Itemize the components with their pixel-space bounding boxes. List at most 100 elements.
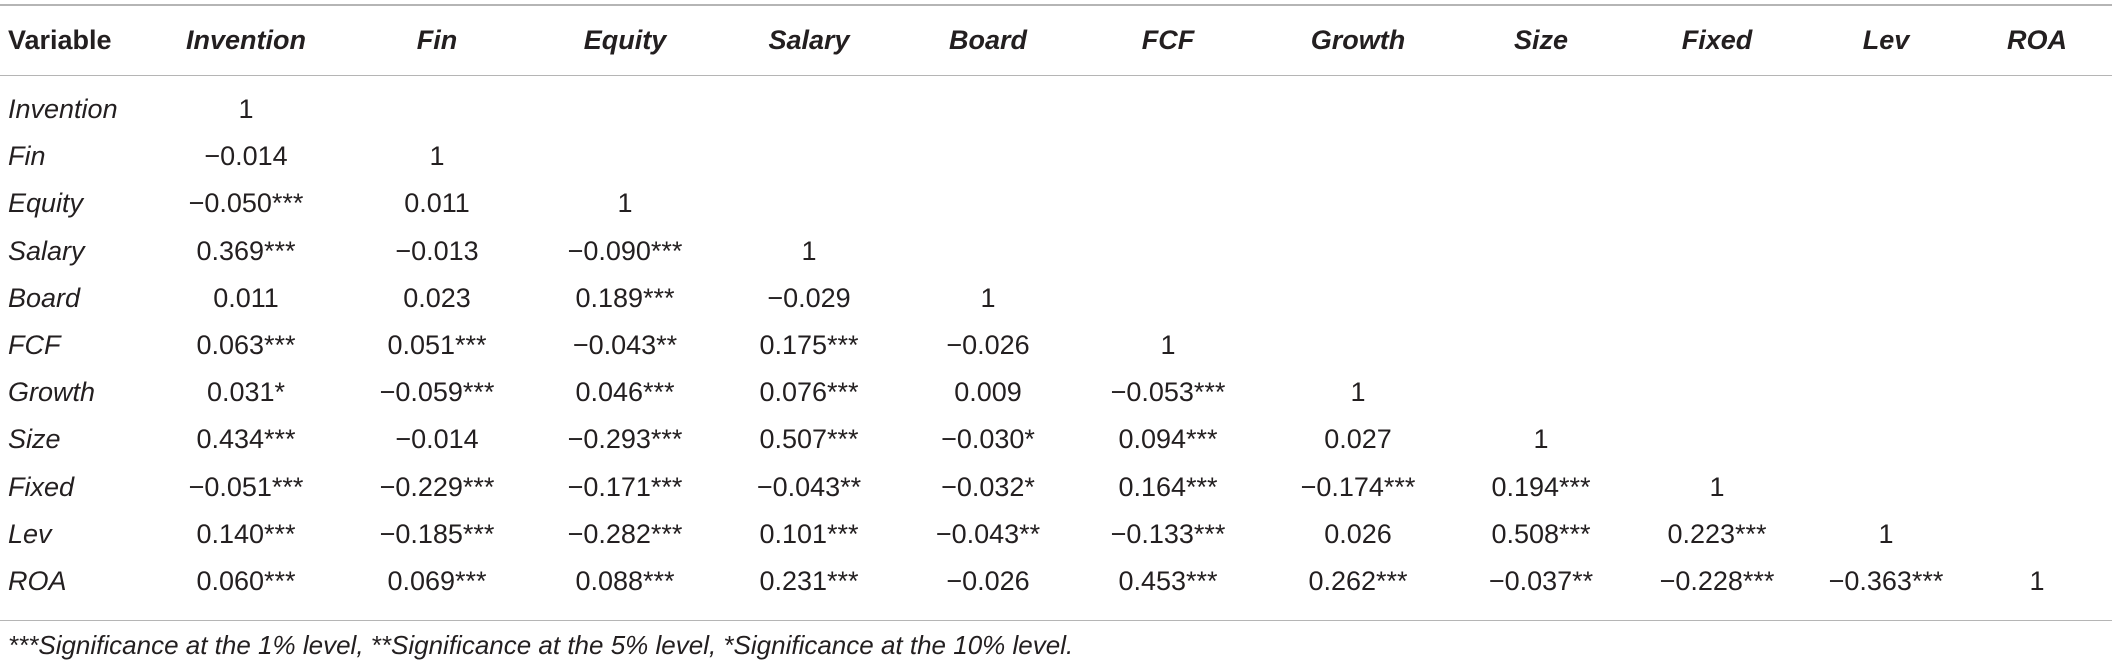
table-cell [1258, 322, 1458, 369]
header-cell: Invention [186, 25, 306, 55]
table-cell [1962, 180, 2112, 227]
table-row: Fixed −0.051*** −0.229*** −0.171*** −0.043**… [0, 464, 2112, 511]
row-label-cell: Fin [8, 141, 46, 172]
table-cell: −0.174*** [1300, 471, 1416, 502]
row-label-cell: FCF [8, 330, 61, 361]
table-cell [1624, 275, 1810, 322]
table-cell [1810, 416, 1962, 463]
row-label-cell: Lev [8, 518, 52, 549]
table-header-rule [0, 75, 2112, 76]
table-bottom-rule [0, 620, 2112, 621]
table-cell: −0.037** [1488, 565, 1594, 596]
header-cell: Salary [768, 25, 850, 55]
table-cell [898, 180, 1078, 227]
table-cell [898, 228, 1078, 275]
header-cell: Variable [8, 25, 112, 55]
table-cell [1962, 416, 2112, 463]
table-cell: 0.453*** [1118, 565, 1218, 596]
table-cell [1458, 180, 1624, 227]
row-label-cell: Fixed [8, 471, 75, 502]
table-cell [898, 86, 1078, 133]
table-cell: −0.014 [395, 424, 479, 455]
table-cell [1258, 228, 1458, 275]
table-cell [1810, 464, 1962, 511]
table-cell: 1 [1709, 471, 1725, 502]
table-cell: −0.014 [204, 141, 288, 172]
table-cell: −0.013 [395, 235, 479, 266]
table-footnote: ***Significance at the 1% level, **Signi… [8, 630, 1074, 660]
table-cell [1624, 228, 1810, 275]
table-cell: 0.508*** [1491, 518, 1591, 549]
table-cell: 0.369*** [196, 235, 296, 266]
table-cell [1458, 86, 1624, 133]
table-cell: −0.051*** [188, 471, 304, 502]
table-cell [1624, 322, 1810, 369]
table-cell [1810, 228, 1962, 275]
row-label-cell: Salary [8, 235, 85, 266]
table-cell [1810, 369, 1962, 416]
row-label-cell: ROA [8, 565, 67, 596]
table-cell [1624, 133, 1810, 180]
table-cell [1458, 322, 1624, 369]
table-cell: −0.133*** [1110, 518, 1226, 549]
table-cell: 0.231*** [759, 565, 859, 596]
table-cell [1962, 369, 2112, 416]
row-label-cell: Equity [8, 188, 84, 219]
table-cell: 1 [1533, 424, 1549, 455]
table-cell [1078, 86, 1258, 133]
table-cell [720, 86, 898, 133]
table-cell [1258, 275, 1458, 322]
table-cell: 0.076*** [759, 377, 859, 408]
table-cell [1810, 322, 1962, 369]
table-cell: 1 [1350, 377, 1366, 408]
table-cell: 0.434*** [196, 424, 296, 455]
table-cell: −0.363*** [1828, 565, 1944, 596]
table-cell [1258, 133, 1458, 180]
header-cell: Fin [416, 25, 458, 55]
table-cell [1458, 133, 1624, 180]
table-cell: 0.262*** [1308, 565, 1408, 596]
table-cell [1458, 275, 1624, 322]
table-cell: −0.090*** [567, 235, 683, 266]
table-cell [1962, 133, 2112, 180]
header-row: Variable Invention Fin Equity Salary Boa… [0, 6, 2112, 76]
table-cell: 0.023 [403, 282, 471, 313]
table-row: Board 0.011 0.023 0.189*** −0.029 1 [0, 275, 2112, 322]
table-cell: 0.031* [206, 377, 286, 408]
table-cell: 0.094*** [1118, 424, 1218, 455]
header-cell: Size [1513, 25, 1569, 55]
table-cell: 0.140*** [196, 518, 296, 549]
table-cell [1458, 228, 1624, 275]
table-cell: 0.088*** [575, 565, 675, 596]
table-cell: −0.032* [941, 471, 1035, 502]
table-cell [1078, 228, 1258, 275]
table-cell: 0.063*** [196, 330, 296, 361]
table-cell: 0.223*** [1667, 518, 1767, 549]
table-cell: 0.060*** [196, 565, 296, 596]
correlation-table: Variable Invention Fin Equity Salary Boa… [0, 6, 2112, 605]
table-cell: 0.009 [954, 377, 1022, 408]
table-cell [530, 133, 720, 180]
header-cell: Equity [583, 25, 667, 55]
row-label-cell: Size [8, 424, 61, 455]
table-cell: −0.228*** [1659, 565, 1775, 596]
table-cell [1962, 86, 2112, 133]
row-label-cell: Growth [8, 377, 96, 408]
table-cell [1962, 322, 2112, 369]
table-cell [1258, 180, 1458, 227]
table-cell [1624, 180, 1810, 227]
table-cell: −0.282*** [567, 518, 683, 549]
table-cell: −0.229*** [379, 471, 495, 502]
table-cell: −0.171*** [567, 471, 683, 502]
table-row: Equity −0.050*** 0.011 1 [0, 180, 2112, 227]
table-row: Growth 0.031* −0.059*** 0.046*** 0.076*** 0.0… [0, 369, 2112, 416]
table-cell: 1 [1160, 330, 1176, 361]
table-cell [1258, 86, 1458, 133]
header-cell: Growth [1310, 25, 1406, 55]
table-cell [1624, 86, 1810, 133]
table-cell [1810, 133, 1962, 180]
table-cell: 0.051*** [387, 330, 487, 361]
header-cell: ROA [2007, 25, 2067, 55]
table-cell [1810, 275, 1962, 322]
